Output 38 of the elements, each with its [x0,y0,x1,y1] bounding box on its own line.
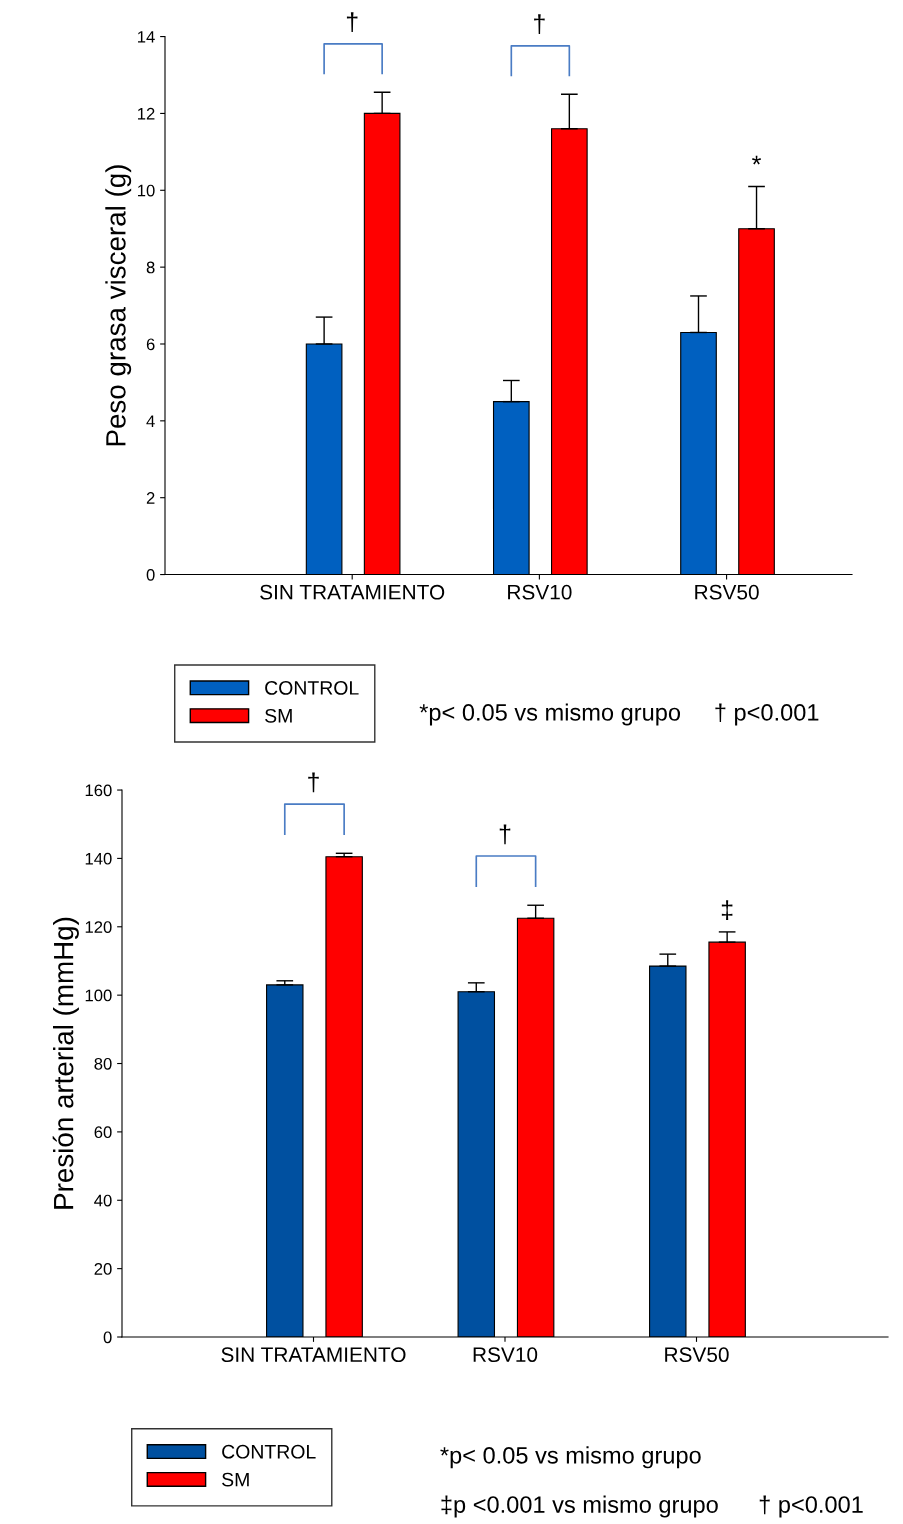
y-tick-label: 2 [146,492,155,504]
y-tick-label: 120 [85,921,112,933]
x-tick-label: RSV50 [695,584,759,600]
y-tick-label: 14 [138,31,155,43]
y-tick-label: 140 [85,852,112,865]
annotation: † [499,824,511,845]
x-tick-label: RSV50 [665,1347,729,1363]
legend-label: CONTROL [265,681,359,695]
y-tick-label: 10 [138,184,155,197]
text: *p< 0.05 vs mismo grupo [440,1446,701,1469]
y-tick-label: 20 [94,1263,112,1275]
text: ‡p <0.001 vs mismo grupo † p<0.001 [441,1495,863,1518]
y-tick-label: 60 [94,1126,112,1139]
legend-label: CONTROL [222,1444,316,1459]
x-tick-label: SIN TRATAMIENTO [260,584,445,600]
y-tick-label: 40 [94,1194,112,1207]
legend-label: SM [265,708,292,723]
y-tick-label: 0 [103,1331,112,1344]
y-tick-label: 8 [146,261,155,274]
y-tick-label: 80 [94,1057,112,1070]
annotation: * [752,155,762,165]
annotation: † [308,772,319,793]
x-tick-label: RSV10 [473,1347,538,1363]
y-tick-label: 6 [146,338,155,351]
text: † [346,12,358,33]
y-tick-label: 160 [85,784,112,797]
text: † [534,14,545,34]
y-tick-label: 12 [138,107,155,120]
y-axis-title: Presión arterial (mmHg) [52,917,79,1209]
y-tick-label: 100 [85,989,112,1002]
text: *p< 0.05 vs mismo grupo † p<0.001 [419,703,819,726]
x-tick-label: SIN TRATAMIENTO [221,1347,406,1363]
annotation: ‡ [721,900,733,921]
x-tick-label: RSV10 [508,584,572,600]
y-axis-title: Peso grasa visceral (g) [105,165,132,446]
y-tick-label: 0 [146,568,155,581]
legend-label: SM [222,1472,249,1487]
y-tick-label: 4 [146,415,155,427]
